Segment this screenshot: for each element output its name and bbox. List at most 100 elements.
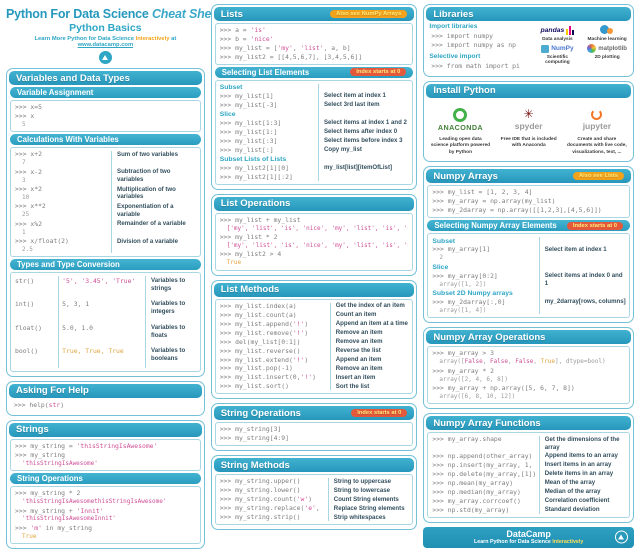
table-row: >>> x*2 10 Multiplication of two variables — [11, 185, 200, 202]
code-line: 2 — [439, 254, 443, 262]
subsection-types-conversion: Types and Type Conversion — [10, 259, 201, 271]
section-title: Numpy Arrays — [433, 170, 498, 182]
description: Reverse the list — [335, 347, 381, 355]
table-calculations: >>> x+2 7 Sum of two variables >>> x-2 3 Subt… — [10, 147, 201, 258]
tagline: Learn More Python for Data Science Inter… — [6, 36, 205, 48]
table-row: >>> x/float(2) 2.5 Division of a variable — [11, 237, 200, 254]
matplotlib-logo-icon: matplotlib — [584, 43, 630, 55]
table-row: >>> np.median(my_array) Median of the arr… — [428, 488, 629, 497]
pandas-logo-icon: pandas — [535, 24, 581, 36]
code-line: >>> my_list.insert(0,'!') — [219, 373, 316, 382]
badge-index-starts-0: Index starts at 0 — [566, 221, 623, 230]
library-caption: Machine learning — [587, 36, 627, 42]
code-line: >>> my_string.replace('e', 'i') — [219, 504, 324, 513]
code-line: >>> my_string — [15, 450, 66, 459]
code-line: >>> my_string.lower() — [219, 486, 301, 495]
description: Sort the list — [335, 382, 370, 390]
code-line: >>> np.append(other_array) — [432, 451, 533, 460]
section-title: Libraries — [433, 8, 474, 20]
section-install-python: Install Python ANACONDA Leading open dat… — [423, 80, 634, 163]
code-line: >>> my_string = 'thisStringIsAwesome' — [15, 441, 158, 450]
library-logos-grid: pandas Data analysis Machine learning — [534, 23, 631, 65]
library-scikit-learn: Machine learning — [583, 24, 631, 42]
code-line: array([2, 4, 6, 8]) — [439, 375, 508, 383]
table-selecting-list-elements: Subset >>> my_list[1] Select item at index… — [214, 79, 414, 185]
description: Select items after index 0 — [323, 128, 398, 136]
description: Exponentiation of a variable — [117, 202, 174, 218]
code-line: >>> my_array.corrcoef() — [432, 496, 521, 505]
description: Division of a variable — [117, 237, 178, 245]
code-line: >>> my_string.strip() — [219, 513, 301, 522]
table-row: >>> my_list.insert(0,'!') Insert an item — [216, 373, 413, 382]
description: Select items before index 3 — [323, 137, 403, 145]
table-row: str() '5', '3.45', 'True' Variables to str… — [11, 275, 200, 298]
code-line: >>> my_list[1] — [219, 91, 274, 100]
code-line: >>> help(str) — [14, 400, 65, 409]
table-row: >>> np.insert(my_array, 1, 5) Insert item… — [428, 461, 629, 470]
code-line: >>> my_list.extend('!') — [219, 355, 309, 364]
datacamp-footer-logo-icon — [614, 530, 628, 544]
subsection-selecting-list-elements: Selecting List Elements Index starts at … — [214, 66, 414, 78]
description: Variables to floats — [150, 323, 186, 339]
datacamp-link[interactable]: www.datacamp.com — [77, 42, 134, 48]
description: Select items at index 0 and 1 — [544, 272, 623, 287]
description: Insert items in an array — [544, 461, 612, 469]
table-row: >>> my_array[0:2] array([1, 2]) Select ite… — [428, 272, 629, 289]
description: Get the dimensions of the array — [544, 435, 620, 451]
page-title: Python For Data Science Cheat Sheet — [6, 7, 222, 21]
table-row: >>> my_array.corrcoef() Correlation coeff… — [428, 497, 629, 506]
code-line: >>> my_array * 2 — [432, 366, 494, 375]
code-line: array([False, False, False, True], dtype… — [439, 358, 606, 366]
description: Count an item — [335, 311, 377, 319]
section-header: Numpy Array Functions — [426, 416, 631, 431]
group-label: Slice — [432, 264, 449, 272]
library-caption: 2D plotting — [594, 55, 620, 60]
description: Standard deviation — [544, 506, 600, 514]
code-line: 2.5 — [22, 246, 33, 254]
description: Variables to booleans — [150, 347, 186, 362]
install-anaconda: ANACONDA Leading open data science platf… — [428, 103, 492, 156]
table-row: >>> my_list.pop(-1) Remove an item — [216, 364, 413, 373]
right-column: Libraries Import libraries >>> import nu… — [423, 4, 634, 549]
section-header: Asking For Help — [9, 383, 202, 398]
title-accent: Cheat Sheet — [151, 7, 222, 21]
tagline-mid: at — [171, 36, 177, 42]
table-row: >>> my_list.remove('!') Remove an item — [216, 329, 413, 338]
table-selecting-numpy-elements: Subset >>> my_array[1] 2 Select item at ind… — [427, 233, 630, 319]
code-line: >>> my_list2[1][0] — [219, 163, 289, 172]
code-line: 1 — [22, 228, 26, 236]
code-block-lists: >>> a = 'is' >>> b = 'nice' >>> my_list = … — [214, 23, 414, 65]
table-string-methods: >>> my_string.upper() String to uppercase… — [214, 474, 414, 526]
description: Delete items in an array — [544, 470, 614, 478]
group-label: Subset Lists of Lists — [219, 156, 287, 164]
section-title: String Methods — [220, 459, 290, 471]
code-line: 'thisStringIsAwesomeInnit' — [22, 515, 116, 523]
code-line: ['my', 'list', 'is', 'nice', 'my', 'list… — [226, 241, 409, 249]
section-title: Install Python — [433, 85, 496, 97]
section-title: Asking For Help — [16, 385, 89, 397]
section-title: Lists — [220, 8, 243, 20]
libraries-code: Import libraries >>> import numpy >>> imp… — [426, 23, 533, 74]
code-line: >>> my_list.count(a) — [219, 310, 297, 319]
table-row: bool() True, True, True Variables to boole… — [11, 346, 200, 369]
code-line: >>> np.delete(my_array,[1]) — [432, 469, 535, 478]
code-line: >>> x — [15, 111, 35, 120]
code-line: >>> my_list + my_list — [219, 215, 301, 224]
code-line: bool() — [15, 347, 39, 356]
description: Strip whitespaces — [333, 513, 386, 521]
table-row: >>> my_string.strip() Strip whitespaces — [216, 513, 413, 522]
section-header: String Methods — [213, 458, 415, 473]
section-header: Numpy Array Operations — [426, 330, 631, 345]
masthead: Python For Data Science Cheat Sheet Pyth… — [6, 4, 222, 68]
table-row: >>> np.append(other_array) Append items t… — [428, 452, 629, 461]
code-line: >>> my_list.sort() — [219, 382, 289, 391]
subsection-title: String Operations — [17, 474, 83, 484]
code-line: True — [226, 259, 242, 267]
section-header: Install Python — [426, 83, 631, 98]
code-line: array([6, 8, 10, 12]) — [439, 392, 516, 400]
description: Multiplication of two variables — [117, 185, 176, 201]
subsection-title: Variable Assignment — [17, 88, 94, 97]
table-row: >>> my_string.count('w') Count String ele… — [216, 495, 413, 504]
